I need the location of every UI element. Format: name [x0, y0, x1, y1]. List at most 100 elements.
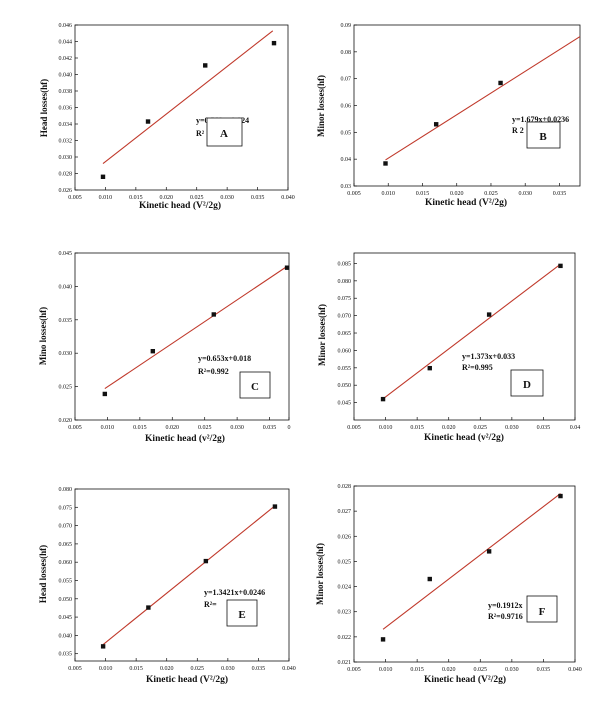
panel-label-box: [526, 121, 561, 149]
x-tick-label: 0.025: [190, 195, 204, 201]
regression-equation: y=1.679x+0.0236: [512, 115, 569, 124]
x-tick-label: 0.030: [220, 195, 234, 201]
regression-equation: y=1.373x+0.033: [462, 352, 515, 361]
plot-frame: [353, 485, 576, 663]
x-tick-label: 0.005: [347, 667, 361, 673]
data-point: [150, 348, 156, 354]
data-point: [211, 312, 216, 317]
chart-panel-d: 0.005 0.010 0.015 0.020 0.025 0.030 0.035 0.04 0…: [317, 252, 581, 443]
data-point: [380, 396, 386, 402]
y-tick-label: 0.045: [338, 401, 352, 407]
plot-frame: [74, 252, 290, 421]
y-tick-label: 0.022: [338, 635, 352, 641]
r-squared-label: R²: [196, 129, 205, 138]
y-tick-label: 0.035: [59, 318, 73, 324]
x-tick-label: 0.020: [160, 195, 174, 201]
x-tick-label: 0.020: [166, 425, 180, 431]
panel-label-box: [510, 369, 544, 397]
y-tick-label: 0.060: [59, 560, 73, 566]
x-tick-label: 0.030: [221, 666, 235, 672]
y-axis-label: Head losses(hf): [39, 79, 49, 137]
y-axis-label: Minor losses(hf): [317, 304, 327, 366]
y-tick-label: 0.070: [338, 314, 352, 320]
y-tick-label: 0.020: [59, 418, 73, 424]
x-tick-label: 0.015: [133, 425, 147, 431]
y-tick-label: 0.07: [341, 77, 352, 83]
y-tick-label: 0.04: [341, 157, 352, 163]
y-tick-label: 0.021: [338, 660, 352, 666]
y-tick-label: 0.06: [341, 104, 352, 110]
y-tick-label: 0.05: [341, 130, 352, 136]
x-tick-label: 0.005: [68, 666, 82, 672]
data-point: [558, 493, 563, 499]
panel-label-box: [226, 599, 258, 627]
fit-line: [102, 505, 276, 645]
y-tick-label: 0.046: [59, 23, 73, 29]
panel-label-box: [206, 117, 243, 147]
x-tick-label: 0.035: [251, 195, 265, 201]
y-tick-label: 0.040: [59, 284, 73, 290]
data-point: [433, 122, 439, 127]
data-point: [203, 558, 209, 564]
x-tick-label: 0.035: [252, 666, 266, 672]
plot-frame: [74, 24, 289, 191]
x-tick-label: 0.010: [99, 195, 113, 201]
fit-line: [104, 265, 288, 390]
y-tick-label: 0.036: [59, 106, 73, 112]
x-tick-label: 0.015: [410, 425, 424, 431]
x-tick-label: 0.030: [230, 425, 244, 431]
data-point: [558, 263, 563, 269]
data-point: [427, 365, 432, 371]
regression-equation: y=0.1912x: [488, 601, 523, 610]
fit-line: [102, 30, 274, 165]
x-tick-label: 0.015: [416, 191, 430, 197]
y-tick-label: 0.03: [341, 184, 352, 190]
fit-line: [385, 36, 581, 161]
panel-label: F: [539, 606, 546, 618]
x-tick-label: 0.010: [381, 191, 395, 197]
y-tick-label: 0.085: [338, 261, 352, 267]
chart-panel-f: 0.005 0.010 0.015 0.020 0.025 0.030 0.035 0.040…: [315, 484, 582, 685]
panel-label: D: [523, 379, 531, 391]
data-point: [383, 161, 388, 166]
y-tick-label: 0.075: [59, 505, 73, 511]
y-tick-label: 0.034: [59, 122, 73, 128]
x-tick-label: 0.015: [410, 667, 424, 673]
y-tick-label: 0.026: [338, 534, 352, 540]
x-axis-label: Kinetic head (v²/2g): [145, 433, 225, 444]
y-tick-label: 0.023: [338, 610, 352, 616]
data-point: [146, 605, 151, 610]
r-squared-label: R²=: [204, 600, 217, 609]
x-tick-label: 0.035: [537, 425, 551, 431]
plot-frame: [353, 24, 581, 187]
y-tick-label: 0.044: [59, 40, 73, 46]
x-tick-label: 0.035: [263, 425, 277, 431]
x-tick-label: 0.040: [282, 666, 296, 672]
y-tick-label: 0.045: [59, 251, 73, 257]
data-point: [100, 174, 106, 179]
y-axis-label: Minor losses(hf): [315, 543, 325, 605]
y-axis-label: Head losses(hf): [38, 545, 48, 603]
x-tick-label: 0: [288, 425, 291, 431]
y-tick-label: 0.080: [59, 487, 73, 493]
x-tick-label: 0.020: [442, 425, 456, 431]
r-squared-label: R²=0.9716: [488, 612, 523, 621]
y-tick-label: 0.065: [59, 542, 73, 548]
y-tick-label: 0.055: [59, 578, 73, 584]
x-axis-label: Kinetic head (V²/2g): [425, 197, 507, 208]
data-point: [272, 504, 278, 509]
x-tick-label: 0.005: [347, 425, 361, 431]
y-tick-label: 0.060: [338, 348, 352, 354]
x-tick-label: 0.030: [505, 667, 519, 673]
y-tick-label: 0.042: [59, 56, 73, 62]
panel-label: A: [220, 128, 228, 140]
x-tick-label: 0.015: [129, 666, 143, 672]
x-tick-label: 0.005: [68, 425, 82, 431]
y-tick-label: 0.045: [59, 615, 73, 621]
regression-equation: y=1.3421x+0.0246: [204, 588, 265, 597]
fit-line: [382, 493, 561, 630]
x-tick-label: 0.04: [570, 425, 581, 431]
x-tick-label: 0.020: [160, 666, 174, 672]
x-axis-label: Kinetic head (V²/2g): [424, 674, 506, 685]
data-point: [284, 265, 290, 270]
